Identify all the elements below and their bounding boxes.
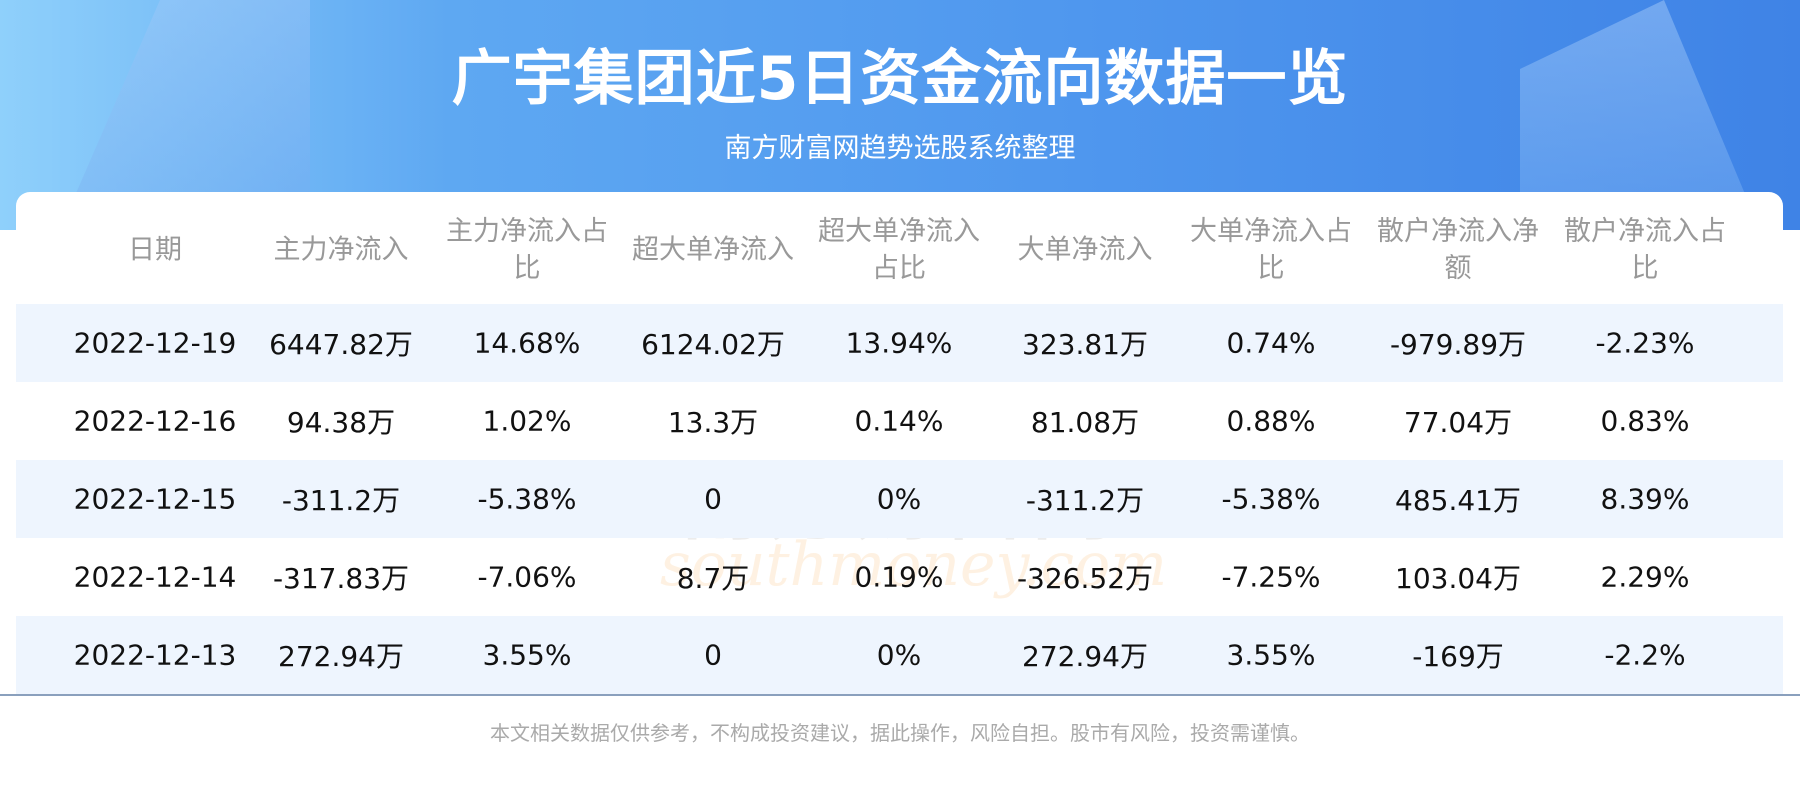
table-cell: 13.3万 — [667, 406, 759, 439]
table-cell: 323.81万 — [1022, 328, 1148, 361]
table-cell: -326.52万 — [1016, 562, 1154, 595]
column-header: 散户净流入占比 — [1564, 215, 1726, 284]
column-header: 主力净流入 — [273, 234, 409, 265]
column-header: 超大单净流入 — [632, 234, 794, 265]
table-cell: 0 — [704, 482, 722, 516]
table-cell: 103.04万 — [1395, 562, 1521, 595]
table-cell: 272.94万 — [1022, 640, 1148, 673]
table-cell: 77.04万 — [1403, 406, 1513, 439]
table-cell: 8.39% — [1600, 482, 1690, 516]
table-cell: 81.08万 — [1030, 406, 1140, 439]
table-cell: 0.74% — [1226, 326, 1316, 360]
table-cell: 2.29% — [1600, 560, 1690, 594]
table-row: 2022-12-14 -317.83万 -7.06% 8.7万 0.19% -326.52… — [16, 538, 1783, 616]
table-cell: -5.38% — [1221, 482, 1321, 516]
table-cell: 2022-12-14 — [73, 560, 237, 594]
divider — [0, 694, 1800, 696]
table-cell: -5.38% — [477, 482, 577, 516]
table-cell: -7.25% — [1221, 560, 1321, 594]
table-cell: 2022-12-15 — [73, 482, 237, 516]
table-cell: -311.2万 — [1025, 484, 1145, 517]
column-header: 主力净流入占比 — [446, 215, 608, 284]
table-cell: 3.55% — [1226, 638, 1316, 672]
page-title: 广宇集团近5日资金流向数据一览 — [451, 44, 1349, 114]
table-row: 2022-12-13 272.94万 3.55% 0 0% 272.94万 3.55% -16… — [16, 616, 1783, 694]
table-cell: -317.83万 — [272, 562, 410, 595]
table-cell: -979.89万 — [1389, 328, 1527, 361]
column-header: 大单净流入 — [1017, 234, 1153, 265]
header-banner: 广宇集团近5日资金流向数据一览 南方财富网趋势选股系统整理 — [0, 0, 1800, 230]
table-header-row: 日期 主力净流入 主力净流入占比 超大单净流入 超大单净流入占比 大单净流入 大单净流入占比… — [16, 201, 1783, 298]
table-cell: 0.83% — [1600, 404, 1690, 438]
table-row: 2022-12-16 94.38万 1.02% 13.3万 0.14% 81.08万 0.8… — [16, 382, 1783, 460]
column-header: 大单净流入占比 — [1190, 215, 1352, 284]
watermark-en: southmoney.com — [660, 530, 1168, 600]
table-cell: 94.38万 — [286, 406, 396, 439]
table-cell: 6447.82万 — [269, 328, 413, 361]
table-cell: 485.41万 — [1395, 484, 1521, 517]
table-row: 2022-12-19 6447.82万 14.68% 6124.02万 13.94% 32… — [16, 304, 1783, 382]
table-cell: -169万 — [1412, 640, 1504, 673]
table-cell: 0% — [876, 638, 922, 672]
table-cell: 1.02% — [482, 404, 572, 438]
table-cell: 6124.02万 — [641, 328, 785, 361]
table-cell: 2022-12-19 — [73, 326, 237, 360]
table-cell: 272.94万 — [278, 640, 404, 673]
table-cell: 2022-12-13 — [73, 638, 237, 672]
table-cell: 0.19% — [854, 560, 944, 594]
column-header: 日期 — [128, 234, 182, 265]
table-cell: -2.23% — [1595, 326, 1695, 360]
table-cell: 2022-12-16 — [73, 404, 237, 438]
table-cell: 0% — [876, 482, 922, 516]
table-cell: -2.2% — [1604, 638, 1686, 672]
table-cell: 3.55% — [482, 638, 572, 672]
table-cell: 0 — [704, 638, 722, 672]
page-subtitle: 南方财富网趋势选股系统整理 — [724, 133, 1076, 164]
column-header: 超大单净流入占比 — [818, 215, 980, 284]
disclaimer: 本文相关数据仅供参考，不构成投资建议，据此操作，风险自担。股市有风险，投资需谨慎… — [490, 721, 1310, 745]
column-header: 散户净流入净额 — [1377, 215, 1539, 284]
table-cell: 13.94% — [845, 326, 953, 360]
table-cell: -7.06% — [477, 560, 577, 594]
table-cell: 8.7万 — [676, 562, 750, 595]
table-cell: 0.14% — [854, 404, 944, 438]
table-cell: 14.68% — [473, 326, 581, 360]
table-cell: 0.88% — [1226, 404, 1316, 438]
table-row: 2022-12-15 -311.2万 -5.38% 0 0% -311.2万 -5.38% 4… — [16, 460, 1783, 538]
table-cell: -311.2万 — [281, 484, 401, 517]
